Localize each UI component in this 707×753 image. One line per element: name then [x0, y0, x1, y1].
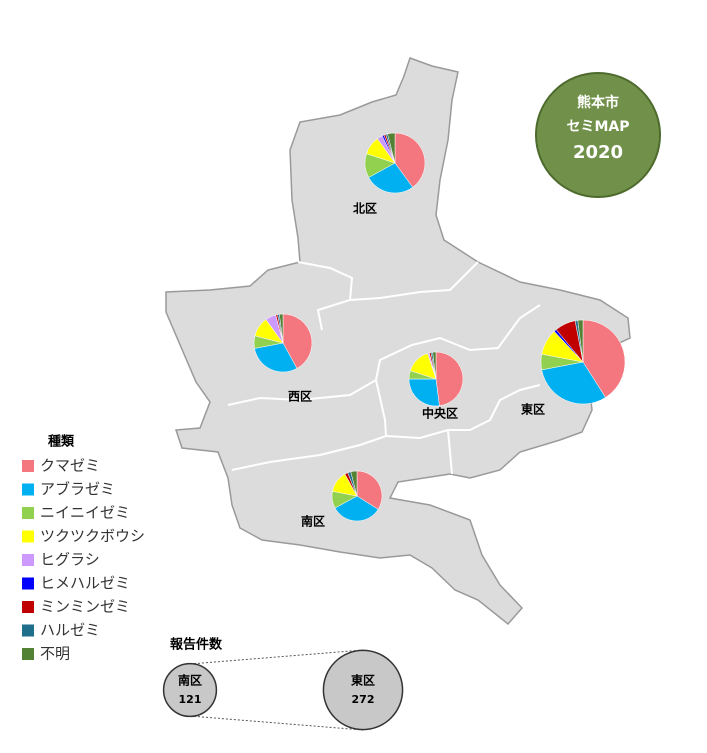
legend-label: ニイニイゼミ: [40, 504, 130, 522]
legend-label: アブラゼミ: [40, 480, 115, 498]
pie-slice: [282, 313, 313, 369]
pie-slice: [279, 313, 284, 344]
size-count: 121: [179, 693, 202, 706]
pie-slice: [350, 470, 358, 497]
legend-label: ヒグラシ: [40, 551, 100, 569]
connector: [189, 649, 364, 665]
legend-swatch: [22, 648, 34, 660]
legend-title: 種類: [48, 434, 75, 450]
legend-swatch: [22, 577, 34, 590]
size-label: 南区: [178, 673, 202, 688]
legend-label: ツクツクボウシ: [40, 527, 145, 545]
legend-label: ヒメハルゼミ: [40, 574, 130, 592]
badge-line: 熊本市: [577, 94, 619, 111]
legend-label: ハルゼミ: [40, 621, 100, 639]
legend-swatch: [22, 483, 34, 496]
district-label: 北区: [353, 201, 377, 216]
badge-line: セミMAP: [566, 119, 629, 135]
pie-slice: [541, 361, 606, 405]
legend-swatch: [22, 530, 34, 543]
pie-slice: [577, 319, 584, 363]
badge: 熊本市 セミMAP 2020: [535, 72, 661, 198]
pie-slice: [254, 342, 298, 373]
pie-slice: [432, 351, 437, 380]
pie-slice: [408, 378, 440, 407]
legend-swatch: [22, 624, 34, 637]
badge-line: 2020: [573, 142, 623, 163]
pie-slice: [435, 351, 464, 407]
city-map: [165, 57, 631, 626]
legend-swatch: [22, 554, 34, 566]
pie-slice: [368, 162, 413, 194]
pie-slice: [387, 132, 396, 164]
legend-swatch: [22, 601, 34, 613]
legend-swatch: [22, 507, 34, 519]
legend-swatch: [22, 460, 34, 472]
size-count: 272: [352, 693, 375, 706]
district-border: [227, 261, 541, 475]
badge-circle: [535, 72, 661, 198]
size-label: 東区: [351, 673, 375, 688]
connector: [189, 715, 364, 731]
size-circle: [322, 649, 404, 731]
legend-label: 不明: [40, 645, 70, 663]
size-circle: [162, 662, 218, 718]
legend-label: ミンミンゼミ: [40, 598, 130, 616]
legend-label: クマゼミ: [40, 457, 100, 475]
district-label: 西区: [288, 390, 312, 404]
size-legend-title: 報告件数: [170, 637, 223, 653]
district-label: 東区: [521, 402, 545, 417]
city-outline: [165, 57, 631, 626]
district-label: 南区: [301, 514, 325, 529]
pie-slice: [394, 132, 426, 188]
district-label: 中央区: [422, 406, 458, 421]
